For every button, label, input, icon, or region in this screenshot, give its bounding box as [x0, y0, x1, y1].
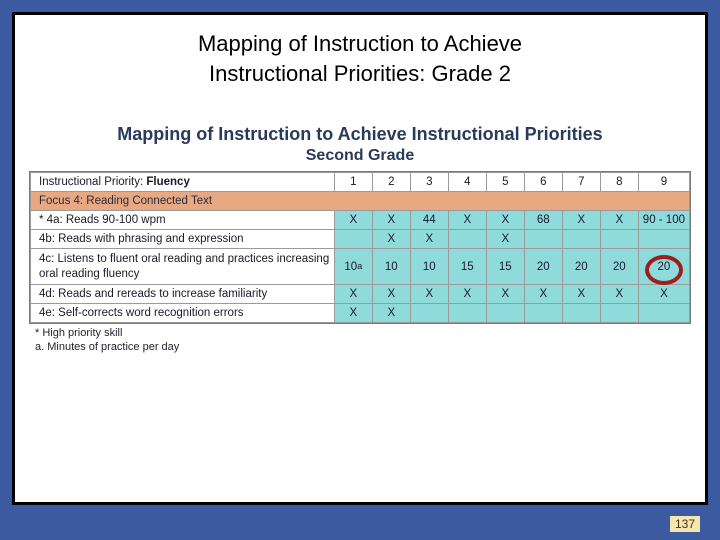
page-number: 137 [670, 516, 700, 532]
cell: 10a [334, 249, 372, 285]
table-row: 4c: Listens to fluent oral reading and p… [31, 249, 690, 285]
row-label: 4d: Reads and rereads to increase famili… [31, 285, 335, 304]
cell: X [562, 285, 600, 304]
focus-row: Focus 4: Reading Connected Text [31, 192, 690, 211]
cell: X [562, 211, 600, 230]
cell [600, 230, 638, 249]
table-row: 4b: Reads with phrasing and expressionXX… [31, 230, 690, 249]
col-5: 5 [486, 173, 524, 192]
cell: X [524, 285, 562, 304]
cell [524, 230, 562, 249]
cell: X [410, 230, 448, 249]
cell: 15 [486, 249, 524, 285]
cell [638, 304, 689, 323]
col-1: 1 [334, 173, 372, 192]
cell [562, 304, 600, 323]
cell: X [448, 211, 486, 230]
cell: 20 [638, 249, 689, 285]
fluency-table-wrap: Instructional Priority: Fluency 1 2 3 4 … [29, 171, 691, 324]
subtitle-line-1: Mapping of Instruction to Achieve Instru… [15, 124, 705, 145]
subtitle-line-2: Second Grade [15, 147, 705, 165]
cell: X [372, 230, 410, 249]
cell: X [334, 304, 372, 323]
cell [334, 230, 372, 249]
row-label: 4b: Reads with phrasing and expression [31, 230, 335, 249]
table-body: * 4a: Reads 90-100 wpmXX44XX68XX90 - 100… [31, 211, 690, 323]
cell: X [410, 285, 448, 304]
page-title: Mapping of Instruction to AchieveInstruc… [15, 15, 705, 96]
focus-label: Focus 4: Reading Connected Text [31, 192, 690, 211]
cell: X [334, 211, 372, 230]
col-4: 4 [448, 173, 486, 192]
cell [524, 304, 562, 323]
cell: X [638, 285, 689, 304]
cell: X [334, 285, 372, 304]
note-2: a. Minutes of practice per day [35, 340, 687, 354]
table-row: 4e: Self-corrects word recognition error… [31, 304, 690, 323]
table-row: 4d: Reads and rereads to increase famili… [31, 285, 690, 304]
cell: X [600, 285, 638, 304]
col-7: 7 [562, 173, 600, 192]
cell: 44 [410, 211, 448, 230]
table-row: * 4a: Reads 90-100 wpmXX44XX68XX90 - 100 [31, 211, 690, 230]
cell: 20 [600, 249, 638, 285]
cell: 90 - 100 [638, 211, 689, 230]
row-label: 4c: Listens to fluent oral reading and p… [31, 249, 335, 285]
cell: X [600, 211, 638, 230]
col-9: 9 [638, 173, 689, 192]
row-label: * 4a: Reads 90-100 wpm [31, 211, 335, 230]
cell: 15 [448, 249, 486, 285]
note-1: * High priority skill [35, 326, 687, 340]
cell: 68 [524, 211, 562, 230]
fluency-table: Instructional Priority: Fluency 1 2 3 4 … [30, 172, 690, 323]
header-row: Instructional Priority: Fluency 1 2 3 4 … [31, 173, 690, 192]
col-8: 8 [600, 173, 638, 192]
subtitle-block: Mapping of Instruction to Achieve Instru… [15, 124, 705, 165]
cell: X [372, 285, 410, 304]
priority-value: Fluency [146, 176, 189, 188]
cell: X [486, 285, 524, 304]
priority-header: Instructional Priority: Fluency [31, 173, 335, 192]
cell: 20 [524, 249, 562, 285]
row-label: 4e: Self-corrects word recognition error… [31, 304, 335, 323]
cell: X [486, 211, 524, 230]
cell [410, 304, 448, 323]
cell [486, 304, 524, 323]
priority-label: Instructional Priority: [39, 176, 143, 188]
cell [600, 304, 638, 323]
cell [448, 230, 486, 249]
cell: 20 [562, 249, 600, 285]
col-3: 3 [410, 173, 448, 192]
cell: 10 [372, 249, 410, 285]
cell: X [448, 285, 486, 304]
cell [562, 230, 600, 249]
slide-panel: Mapping of Instruction to AchieveInstruc… [12, 12, 708, 505]
table-notes: * High priority skill a. Minutes of prac… [35, 326, 687, 355]
col-6: 6 [524, 173, 562, 192]
cell [448, 304, 486, 323]
col-2: 2 [372, 173, 410, 192]
cell [638, 230, 689, 249]
cell: 10 [410, 249, 448, 285]
cell: X [372, 304, 410, 323]
cell: X [372, 211, 410, 230]
cell: X [486, 230, 524, 249]
